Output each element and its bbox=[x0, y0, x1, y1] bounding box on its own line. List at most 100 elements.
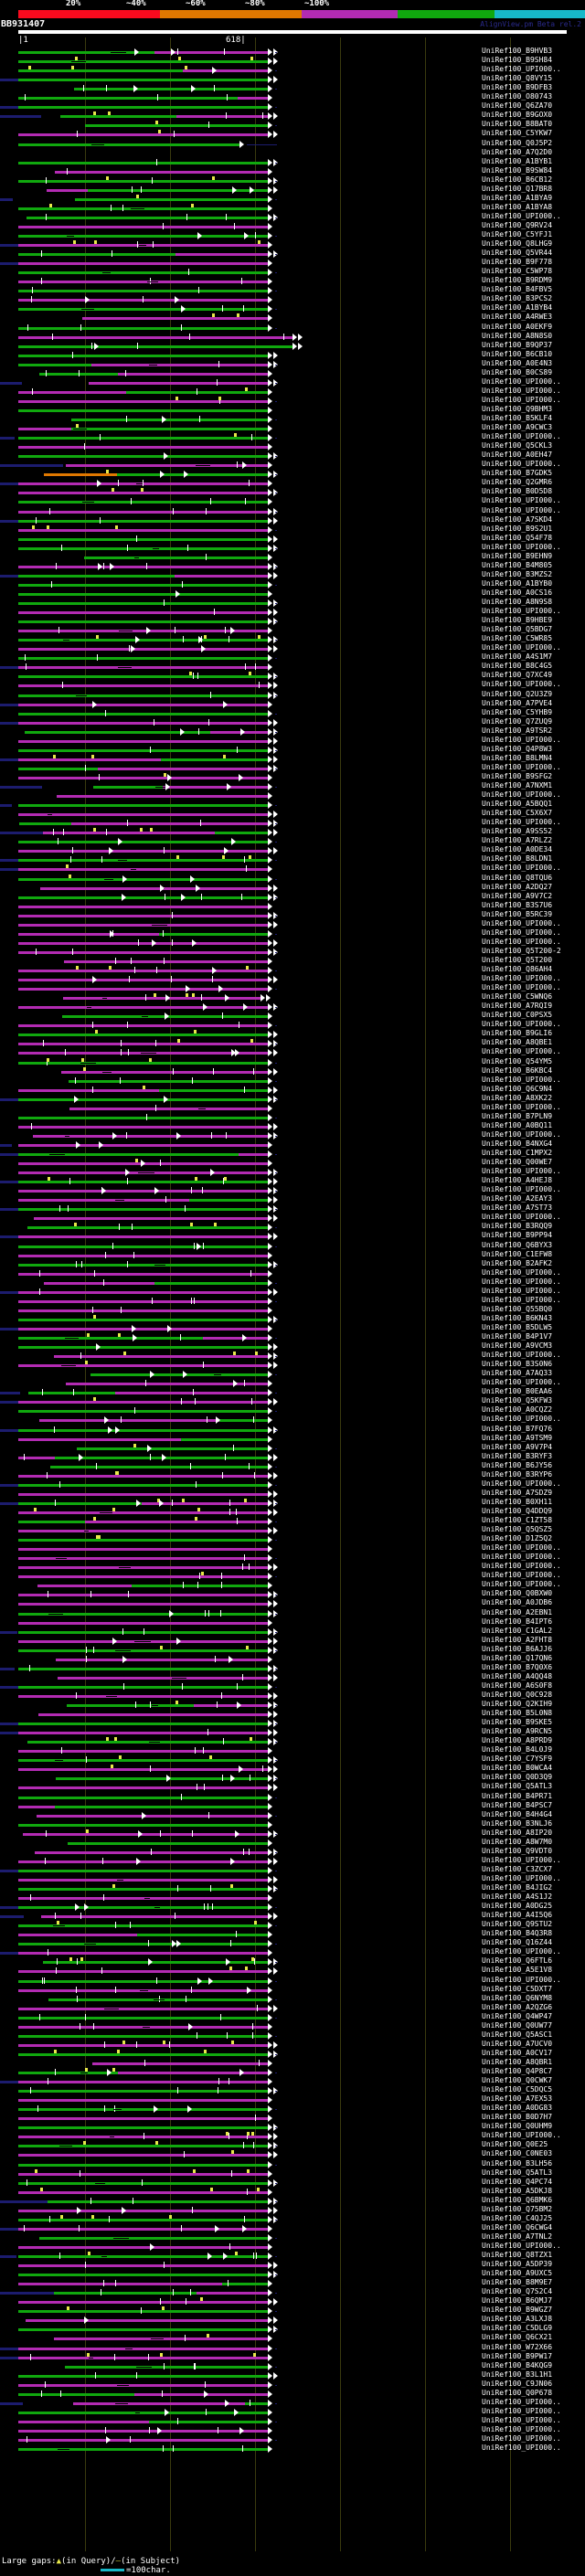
alignment-row[interactable]: UniRef100_A0CV17 bbox=[0, 2048, 585, 2060]
alignment-row[interactable]: UniRef100_UPI000.. bbox=[0, 432, 585, 443]
hsp-bar[interactable] bbox=[18, 2310, 268, 2314]
alignment-row[interactable]: UniRef100_UPI000.. bbox=[0, 1213, 585, 1224]
accession-label[interactable]: UniRef100_C9JN06 bbox=[482, 2379, 553, 2388]
alignment-row[interactable]: UniRef100_A8W7M0 bbox=[0, 1838, 585, 1849]
hsp-bar[interactable] bbox=[18, 1327, 268, 1330]
alignment-row[interactable]: UniRef100_A9TSM9 bbox=[0, 1434, 585, 1445]
hsp-bar[interactable] bbox=[18, 69, 268, 73]
accession-label[interactable]: UniRef100_C0PSX5 bbox=[482, 1011, 553, 1020]
accession-label[interactable]: UniRef100_A7UCV0 bbox=[482, 2039, 553, 2048]
accession-label[interactable]: UniRef100_Q7S2C4 bbox=[482, 2287, 553, 2296]
accession-label[interactable]: UniRef100_B4Q3R8 bbox=[482, 1929, 553, 1938]
hsp-bar[interactable] bbox=[27, 1226, 268, 1230]
accession-label[interactable]: UniRef100_A0CV17 bbox=[482, 2048, 553, 2057]
hsp-bar[interactable] bbox=[18, 1530, 268, 1533]
hsp-bar[interactable] bbox=[18, 326, 268, 330]
alignment-row[interactable]: UniRef100_UPI000.. bbox=[0, 790, 585, 801]
hsp-bar[interactable] bbox=[18, 1153, 268, 1156]
accession-label[interactable]: UniRef100_B5L0N8 bbox=[482, 1709, 553, 1718]
accession-label[interactable]: UniRef100_Q5T200 bbox=[482, 955, 553, 964]
hsp-bar[interactable] bbox=[40, 886, 268, 890]
accession-label[interactable]: UniRef100_B9RDM9 bbox=[482, 276, 553, 285]
accession-label[interactable]: UniRef100_B0D7H7 bbox=[482, 2113, 553, 2122]
accession-label[interactable]: UniRef100_Q5BDG7 bbox=[482, 625, 553, 634]
alignment-row[interactable]: UniRef100_C0PSX5 bbox=[0, 1011, 585, 1022]
alignment-row[interactable]: UniRef100_A4HEJ8 bbox=[0, 1176, 585, 1187]
hsp-bar[interactable] bbox=[18, 335, 292, 339]
hsp-bar[interactable] bbox=[18, 2172, 268, 2176]
accession-label[interactable]: UniRef100_Q16Z44 bbox=[482, 1938, 553, 1947]
hsp-bar-secondary[interactable] bbox=[183, 69, 268, 73]
hsp-bar[interactable] bbox=[18, 60, 268, 64]
alignment-row[interactable]: UniRef100_A8IP20 bbox=[0, 1829, 585, 1839]
alignment-row[interactable]: UniRef100_UPI000.. bbox=[0, 1947, 585, 1958]
accession-label[interactable]: UniRef100_Q5T200-2 bbox=[482, 946, 561, 955]
hsp-bar-secondary[interactable] bbox=[117, 473, 268, 477]
hsp-bar[interactable] bbox=[18, 1263, 268, 1267]
alignment-row[interactable]: UniRef100_B7PLN9 bbox=[0, 1112, 585, 1123]
accession-label[interactable]: UniRef100_A7Q2D0 bbox=[482, 147, 553, 156]
hsp-bar[interactable] bbox=[18, 979, 268, 982]
hsp-bar-secondary[interactable] bbox=[55, 1805, 268, 1808]
alignment-row[interactable]: UniRef100_A1BYB4 bbox=[0, 303, 585, 314]
hsp-bar[interactable] bbox=[33, 1134, 268, 1138]
hsp-bar[interactable] bbox=[18, 1952, 268, 1956]
hsp-bar[interactable] bbox=[18, 1878, 268, 1882]
alignment-row[interactable]: UniRef100_B9WGZ7 bbox=[0, 2306, 585, 2316]
accession-label[interactable]: UniRef100_Q5VR44 bbox=[482, 249, 553, 258]
alignment-row[interactable]: UniRef100_B6KBC4 bbox=[0, 1065, 585, 1077]
hsp-bar[interactable] bbox=[18, 501, 268, 504]
hsp-bar[interactable] bbox=[18, 2145, 268, 2148]
alignment-row[interactable]: UniRef100_A6S0F8 bbox=[0, 1681, 585, 1692]
hsp-bar[interactable] bbox=[18, 1759, 268, 1763]
alignment-row[interactable]: UniRef100_A2EBN1 bbox=[0, 1608, 585, 1619]
hsp-bar[interactable] bbox=[18, 1943, 268, 1946]
hsp-bar[interactable] bbox=[18, 290, 268, 293]
hsp-bar[interactable] bbox=[18, 399, 268, 403]
alignment-row[interactable]: UniRef100_B9PP94 bbox=[0, 1231, 585, 1242]
hsp-bar[interactable] bbox=[18, 2136, 268, 2139]
hsp-bar[interactable] bbox=[50, 1465, 268, 1468]
alignment-row[interactable]: UniRef100_UPI000.. bbox=[0, 680, 585, 691]
accession-label[interactable]: UniRef100_B4JIG2 bbox=[482, 1883, 553, 1892]
alignment-row[interactable]: UniRef100_Q5VR44 bbox=[0, 249, 585, 260]
accession-label[interactable]: UniRef100_B7GDK5 bbox=[482, 469, 553, 478]
hsp-bar[interactable] bbox=[18, 1906, 268, 1910]
accession-label[interactable]: UniRef100_Q6FTL6 bbox=[482, 1956, 553, 1966]
hsp-bar[interactable] bbox=[18, 1483, 268, 1487]
accession-label[interactable]: UniRef100_A8QBR1 bbox=[482, 2057, 553, 2066]
accession-label[interactable]: UniRef100_B9GLI6 bbox=[482, 1029, 553, 1038]
accession-label[interactable]: UniRef100_A0BQ11 bbox=[482, 1120, 553, 1129]
alignment-row[interactable]: UniRef100_B0EAA6 bbox=[0, 1387, 585, 1398]
alignment-row[interactable]: UniRef100_B3RYP6 bbox=[0, 1470, 585, 1481]
alignment-row[interactable]: UniRef100_A5E1V8 bbox=[0, 1966, 585, 1977]
hsp-bar[interactable] bbox=[18, 345, 292, 348]
hsp-bar-secondary[interactable] bbox=[149, 2420, 268, 2423]
alignment-row[interactable]: UniRef100_B3LH56 bbox=[0, 2158, 585, 2170]
alignment-row[interactable]: UniRef100_A9VCM3 bbox=[0, 1341, 585, 1352]
hsp-bar[interactable] bbox=[18, 703, 268, 706]
hsp-bar[interactable] bbox=[18, 611, 268, 615]
hsp-bar[interactable] bbox=[89, 381, 268, 385]
accession-label[interactable]: UniRef100_A7PVE4 bbox=[482, 698, 553, 707]
alignment-row[interactable]: UniRef100_Q0D3Q9 bbox=[0, 1773, 585, 1784]
accession-label[interactable]: UniRef100_A0CQZ2 bbox=[482, 1405, 553, 1415]
accession-label[interactable]: UniRef100_B4KQG9 bbox=[482, 2360, 553, 2369]
hsp-bar[interactable] bbox=[18, 1299, 268, 1303]
hsp-bar[interactable] bbox=[37, 1814, 268, 1818]
accession-label[interactable]: UniRef100_Q9BHM3 bbox=[482, 404, 553, 413]
hsp-bar[interactable] bbox=[55, 170, 268, 174]
accession-label[interactable]: UniRef100_B9HVB3 bbox=[482, 47, 553, 55]
accession-label[interactable]: UniRef100_B3LH56 bbox=[482, 2158, 553, 2168]
hsp-bar[interactable] bbox=[18, 988, 268, 991]
accession-label[interactable]: UniRef100_B6KBC4 bbox=[482, 1065, 553, 1075]
alignment-row[interactable]: UniRef100_B5DLW5 bbox=[0, 1323, 585, 1334]
alignment-row[interactable]: UniRef100_Q5T200-2 bbox=[0, 946, 585, 958]
hsp-bar[interactable] bbox=[18, 2301, 268, 2305]
alignment-row[interactable]: UniRef100_Q7XC49 bbox=[0, 671, 585, 682]
hsp-bar[interactable] bbox=[18, 528, 268, 532]
alignment-row[interactable]: UniRef100_A3LXJ8 bbox=[0, 2315, 585, 2326]
accession-label[interactable]: UniRef100_A7SDZ9 bbox=[482, 1488, 553, 1497]
accession-label[interactable]: UniRef100_UPI000.. bbox=[482, 1213, 561, 1222]
alignment-row[interactable]: UniRef100_A0JDB6 bbox=[0, 1598, 585, 1609]
